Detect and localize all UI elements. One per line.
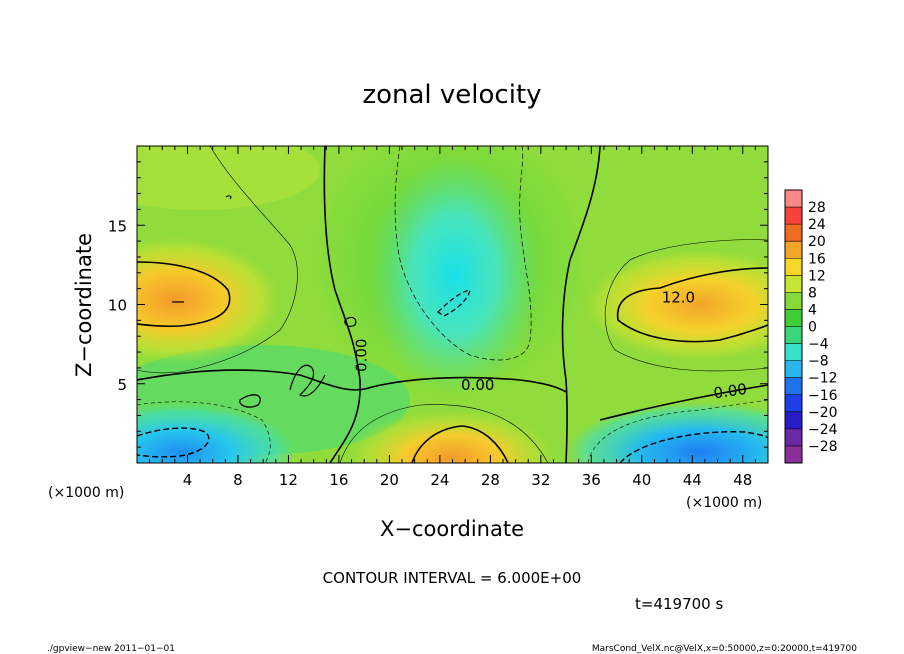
colorbar-cell — [785, 394, 802, 413]
y-tick-label: 5 — [117, 376, 127, 394]
colorbar-cell — [785, 292, 802, 310]
contour-labels: 12.0 0.00 0.00 0.00 — [352, 289, 748, 403]
colorbar-label: 24 — [808, 217, 826, 233]
contour-label: 0.00 — [352, 339, 370, 372]
colorbar-cell — [785, 224, 802, 242]
contour-wiggle-left — [239, 394, 261, 408]
footer-right: MarsCond_VelX.nc@VelX,x=0:50000,z=0:2000… — [592, 644, 857, 654]
colorbar-label: 20 — [808, 234, 826, 250]
contour-dot-top — [225, 195, 232, 200]
field-red-bottom — [344, 408, 560, 463]
footer-left: ./gpview−new 2011−01−01 — [47, 644, 175, 654]
colorbar-label: 16 — [808, 251, 826, 267]
x-axis: 4 8 12 16 20 24 28 32 36 40 44 48 — [149, 146, 756, 489]
contour-thin-right-outer — [604, 239, 768, 372]
colorbar-label: −12 — [808, 371, 838, 387]
contour-dashed-center — [394, 146, 532, 361]
colorbar-label: −20 — [808, 405, 838, 421]
y-axis-title: Z−coordinate — [72, 233, 96, 377]
x-unit-label-right: (×1000 m) — [686, 495, 762, 511]
y-tick-label: 15 — [108, 217, 127, 235]
x-tick-label: 12 — [279, 471, 298, 489]
x-tick-label: 24 — [430, 471, 449, 489]
field-blue-left — [137, 404, 295, 463]
contour-twelve-right — [616, 267, 768, 343]
contour-twelve-left — [137, 261, 231, 328]
contour-wiggle-small — [344, 316, 357, 327]
contour-zero-horizontal — [137, 369, 567, 393]
contour-zero-right-vertical — [561, 146, 601, 463]
field-lightgreen-top — [137, 146, 320, 210]
colorbar-label: 28 — [808, 200, 826, 216]
colorbar-cell — [785, 428, 802, 447]
colorbar-cell — [785, 309, 802, 327]
x-tick-label: 44 — [683, 471, 702, 489]
colorbar-cell — [785, 326, 802, 345]
x-tick-label: 20 — [380, 471, 399, 489]
field-red-right — [580, 247, 768, 363]
contour-wiggle-mid — [289, 364, 326, 397]
time-text: t=419700 s — [635, 595, 723, 613]
field-blue-right — [565, 402, 768, 463]
colorbar-label: 4 — [808, 302, 817, 318]
colorbar-cell — [785, 343, 802, 362]
colorbar-cell — [785, 258, 802, 276]
y-axis: 5 10 15 — [108, 161, 768, 448]
y-tick-label: 10 — [108, 297, 127, 315]
x-tick-label: 32 — [531, 471, 550, 489]
x-tick-label: 40 — [632, 471, 651, 489]
contour-label: 0.00 — [461, 376, 494, 394]
x-axis-title: X−coordinate — [380, 517, 524, 541]
colorbar-cell — [785, 190, 802, 208]
colorbar-label: −8 — [808, 354, 829, 370]
colorbar-cell — [785, 275, 802, 293]
contour-interval-text: CONTOUR INTERVAL = 6.000E+00 — [323, 569, 582, 587]
x-tick-label: 4 — [183, 471, 193, 489]
contour-twelve-bottom — [411, 425, 509, 463]
colorbar-label: −4 — [808, 337, 829, 353]
contour-label: 0.00 — [712, 380, 748, 402]
colorbar-label: 12 — [808, 268, 826, 284]
colorbar-label: 0 — [808, 320, 817, 336]
field-red-left — [137, 235, 285, 365]
contour-dashed-blue-right — [619, 431, 768, 463]
x-tick-label: 8 — [233, 471, 243, 489]
contour-thin-bottom-outer — [339, 404, 549, 463]
colorbar-cell — [785, 207, 802, 225]
colorbar-label: −24 — [808, 422, 838, 438]
contour-thin-left-outer — [137, 146, 298, 374]
colorbar-label: 8 — [808, 285, 817, 301]
contour-label: 12.0 — [662, 289, 695, 307]
x-tick-label: 48 — [733, 471, 752, 489]
colorbar-label: −28 — [808, 439, 838, 455]
x-tick-label: 16 — [329, 471, 348, 489]
field-cyan-center — [370, 155, 540, 395]
colorbar-label: −16 — [808, 388, 838, 404]
colorbar-cell — [785, 241, 802, 259]
x-tick-label: 28 — [481, 471, 500, 489]
chart-title: zonal velocity — [362, 80, 541, 110]
contour-dashed-blue-left — [137, 427, 210, 458]
contour-dashed-right-thin — [587, 399, 768, 463]
x-unit-label: (×1000 m) — [48, 485, 124, 501]
colorbar-cell — [785, 377, 802, 396]
colorbar-cell — [785, 411, 802, 430]
colorbar-cell — [785, 360, 802, 379]
x-tick-label: 36 — [582, 471, 601, 489]
plot-area — [137, 146, 768, 463]
colorbar-cell — [785, 445, 802, 464]
contour-zero-right-horizontal — [599, 384, 768, 421]
